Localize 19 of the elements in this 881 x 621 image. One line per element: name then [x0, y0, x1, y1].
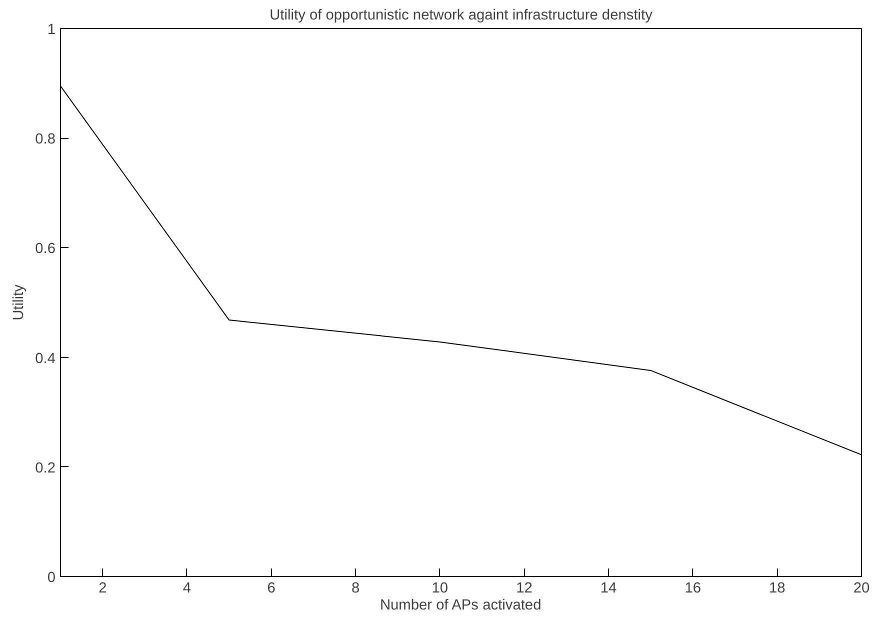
- x-tick-label: 20: [853, 580, 870, 596]
- y-tick-label: 0.6: [35, 241, 56, 258]
- x-tick-label: 2: [98, 580, 107, 596]
- x-tick-label: 4: [182, 580, 192, 596]
- x-tick-label: 10: [432, 580, 448, 596]
- y-tick-label: 0.2: [35, 460, 56, 476]
- y-axis-title: Utility: [11, 284, 28, 320]
- x-tick-label: 16: [684, 580, 702, 596]
- x-tick-label: 12: [516, 580, 532, 596]
- chart-title: Utility of opportunistic network againt infrastructure denstity: [270, 8, 654, 24]
- x-tick-label: 14: [600, 580, 617, 596]
- x-tick-label: 6: [267, 580, 276, 596]
- y-tick-label: 0: [47, 570, 56, 586]
- y-tick-label: 0.8: [35, 132, 56, 148]
- x-tick-label: 8: [352, 580, 360, 596]
- y-tick-label: 0.4: [35, 350, 56, 367]
- y-tick-label: 1: [47, 22, 56, 38]
- x-axis-title: Number of APs activated: [380, 598, 542, 614]
- x-tick-label: 18: [769, 580, 786, 596]
